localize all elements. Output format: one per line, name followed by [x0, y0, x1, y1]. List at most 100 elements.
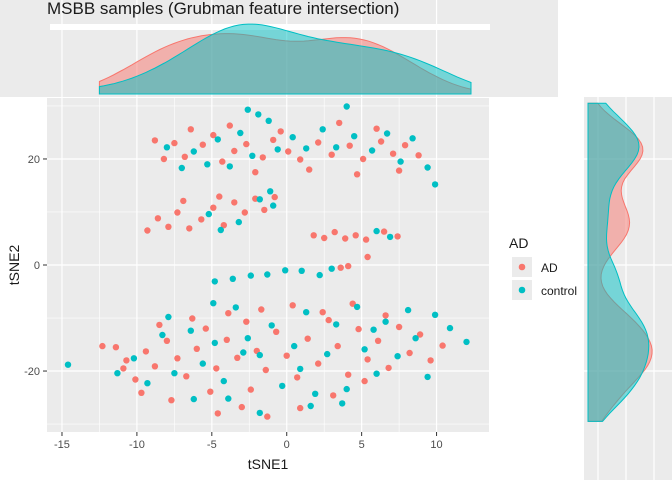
density-area-control-y — [587, 102, 650, 422]
point-ad — [151, 137, 159, 144]
scatter-panel: -15 -10 -5 0 5 10 -20 0 20 — [24, 98, 489, 451]
point-ad — [416, 331, 424, 338]
x-tick-label: 10 — [430, 439, 442, 451]
point-control — [163, 144, 171, 151]
point-control — [412, 335, 419, 342]
point-control — [463, 338, 470, 346]
x-axis-title: tSNE1 — [248, 456, 289, 472]
point-control — [267, 188, 274, 195]
point-control — [247, 272, 254, 279]
point-control — [368, 147, 376, 154]
point-control — [279, 382, 286, 390]
point-ad — [180, 197, 187, 205]
point-ad — [247, 386, 254, 393]
point-control — [217, 226, 224, 234]
legend-dot-control — [518, 286, 526, 294]
point-control — [256, 351, 263, 359]
point-control — [373, 227, 380, 235]
point-control — [244, 335, 251, 342]
x-tick-label: -10 — [129, 439, 145, 451]
point-control — [424, 373, 431, 381]
point-control — [386, 233, 394, 241]
point-ad — [355, 325, 362, 333]
point-control — [225, 395, 232, 402]
point-control — [339, 400, 346, 407]
point-control — [264, 271, 271, 278]
point-control — [328, 265, 335, 272]
point-control — [307, 402, 314, 410]
point-ad — [353, 171, 361, 178]
point-control — [226, 163, 233, 170]
point-control — [394, 353, 401, 360]
point-control — [424, 164, 431, 171]
point-ad — [189, 315, 196, 322]
point-ad — [289, 302, 296, 309]
point-control — [211, 278, 218, 285]
y-axis-title: tSNE2 — [6, 245, 22, 286]
point-ad — [183, 373, 190, 380]
point-control — [244, 106, 251, 113]
point-control — [255, 111, 262, 118]
point-ad — [362, 236, 370, 243]
point-ad — [331, 228, 338, 236]
point-control — [256, 196, 263, 203]
point-control — [240, 349, 247, 356]
point-control — [303, 309, 310, 316]
point-ad — [220, 222, 227, 229]
point-control — [270, 202, 277, 209]
point-ad — [337, 264, 344, 271]
y-axis-ticks: -20 0 20 — [24, 154, 47, 378]
point-control — [249, 152, 256, 159]
point-control — [274, 146, 281, 153]
point-control — [316, 271, 323, 279]
point-control — [171, 370, 178, 377]
point-ad — [439, 342, 446, 349]
point-control — [210, 300, 217, 307]
point-ad — [187, 126, 194, 133]
point-control — [187, 327, 194, 334]
point-ad — [325, 316, 332, 324]
point-ad — [142, 348, 150, 355]
point-ad — [406, 349, 413, 357]
point-ad — [389, 150, 397, 157]
point-ad — [181, 153, 188, 160]
top-density-panel — [0, 0, 558, 97]
point-control — [446, 324, 454, 332]
point-control — [431, 181, 439, 188]
point-ad — [261, 206, 268, 214]
point-ad — [213, 365, 220, 372]
x-tick-label: -5 — [207, 439, 217, 451]
point-control — [214, 136, 221, 143]
point-control — [205, 210, 212, 218]
point-ad — [328, 151, 335, 158]
point-ad — [264, 413, 271, 420]
point-ad — [163, 337, 171, 344]
point-control — [361, 346, 368, 353]
point-control — [64, 361, 72, 368]
point-ad — [165, 223, 172, 230]
point-ad — [231, 147, 238, 155]
right-density-curves — [587, 102, 653, 422]
point-ad — [120, 365, 127, 372]
point-ad — [234, 354, 241, 361]
x-axis-ticks: -15 -10 -5 0 5 10 — [54, 432, 443, 451]
point-control — [165, 313, 172, 321]
point-ad — [171, 139, 178, 147]
point-ad — [241, 209, 248, 216]
point-ad — [168, 397, 175, 404]
point-ad — [210, 204, 217, 211]
point-control — [353, 303, 361, 311]
point-control — [130, 355, 138, 362]
point-ad — [132, 376, 139, 383]
point-ad — [310, 232, 317, 239]
point-ad — [361, 377, 368, 385]
point-ad — [198, 216, 205, 223]
point-ad — [270, 136, 277, 144]
right-density-panel — [584, 97, 672, 480]
x-tick-label: 0 — [284, 439, 290, 451]
point-ad — [277, 128, 284, 135]
point-ad — [238, 403, 245, 411]
point-ad — [271, 193, 278, 201]
x-tick-label: 5 — [359, 439, 365, 451]
